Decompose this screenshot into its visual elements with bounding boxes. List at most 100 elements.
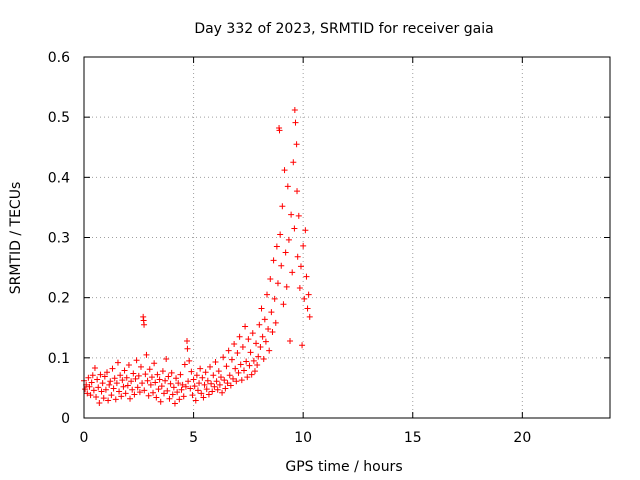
- data-point: [257, 344, 264, 351]
- x-axis-label: GPS time / hours: [285, 459, 402, 475]
- data-point: [89, 372, 96, 379]
- data-point: [253, 340, 260, 347]
- data-point: [158, 383, 165, 390]
- data-point: [224, 380, 231, 387]
- data-point: [208, 380, 215, 387]
- data-point: [155, 386, 162, 393]
- data-point: [84, 390, 91, 397]
- data-point: [182, 383, 189, 390]
- data-point: [295, 212, 302, 219]
- data-point: [234, 350, 241, 357]
- data-point: [121, 367, 128, 374]
- data-point: [268, 309, 275, 316]
- data-point: [254, 362, 261, 369]
- data-point: [270, 257, 277, 264]
- data-point: [152, 379, 159, 386]
- data-point: [102, 386, 109, 393]
- data-point: [287, 337, 294, 344]
- data-point: [163, 356, 170, 363]
- data-point: [127, 395, 134, 402]
- x-tick-label: 0: [80, 430, 89, 446]
- data-point: [98, 388, 105, 395]
- data-point: [162, 377, 169, 384]
- data-point: [294, 253, 301, 260]
- data-point: [258, 305, 265, 312]
- data-point: [201, 381, 208, 388]
- data-point: [232, 365, 239, 372]
- data-point: [204, 377, 211, 384]
- data-point: [242, 323, 249, 330]
- data-point: [214, 386, 221, 393]
- data-point: [146, 366, 153, 373]
- data-point: [179, 381, 186, 388]
- data-point: [228, 356, 235, 363]
- x-tick-label: 20: [513, 430, 531, 446]
- data-point: [82, 386, 89, 393]
- data-point: [223, 363, 230, 370]
- data-point: [297, 263, 304, 270]
- data-point: [109, 365, 116, 372]
- data-point: [124, 382, 131, 389]
- grid-lines: [84, 57, 610, 418]
- data-point: [300, 242, 307, 249]
- data-point: [175, 380, 182, 387]
- data-point: [273, 243, 280, 250]
- data-point: [159, 368, 166, 375]
- data-point: [166, 395, 173, 402]
- data-point: [139, 380, 146, 387]
- data-point: [278, 262, 285, 269]
- data-point: [197, 365, 204, 372]
- data-point: [294, 188, 301, 195]
- data-point: [94, 376, 101, 383]
- data-point: [148, 374, 155, 381]
- data-point: [198, 390, 205, 397]
- data-point: [129, 386, 136, 393]
- data-point: [112, 396, 119, 403]
- data-point: [142, 371, 149, 378]
- data-point: [233, 378, 240, 385]
- data-point: [266, 347, 273, 354]
- data-point: [306, 313, 313, 320]
- data-point: [164, 387, 171, 394]
- data-point: [226, 372, 233, 379]
- data-point: [260, 356, 267, 363]
- data-point: [171, 400, 178, 407]
- data-point: [249, 330, 256, 337]
- data-point: [247, 349, 254, 356]
- x-tick-label: 10: [294, 430, 312, 446]
- data-point: [128, 378, 135, 385]
- data-point: [151, 360, 158, 367]
- data-point: [122, 390, 129, 397]
- data-point: [291, 225, 298, 232]
- data-point: [227, 382, 234, 389]
- data-point: [131, 391, 138, 398]
- data-point: [296, 285, 303, 292]
- data-point: [93, 393, 100, 400]
- data-point: [239, 344, 246, 351]
- data-point: [132, 375, 139, 382]
- plot-frame: [83, 56, 611, 419]
- y-axis-label: SRMTID / TECUs: [8, 182, 24, 295]
- data-point: [167, 380, 174, 387]
- data-point: [259, 333, 266, 340]
- data-point: [185, 378, 192, 385]
- data-point: [150, 389, 157, 396]
- data-point: [173, 375, 180, 382]
- data-point: [269, 328, 276, 335]
- data-point: [277, 231, 284, 238]
- data-point: [301, 295, 308, 302]
- data-point: [271, 295, 278, 302]
- data-point: [105, 397, 112, 404]
- y-tick-label: 0.6: [48, 50, 70, 66]
- data-point: [272, 319, 279, 326]
- data-point: [213, 378, 220, 385]
- data-point: [225, 347, 232, 354]
- data-point: [113, 380, 120, 387]
- data-point: [238, 377, 245, 384]
- data-point: [141, 387, 148, 394]
- data-point: [246, 362, 253, 369]
- y-tick-label: 0.3: [48, 231, 70, 247]
- data-point: [190, 376, 197, 383]
- data-point: [221, 377, 228, 384]
- data-point: [276, 127, 283, 134]
